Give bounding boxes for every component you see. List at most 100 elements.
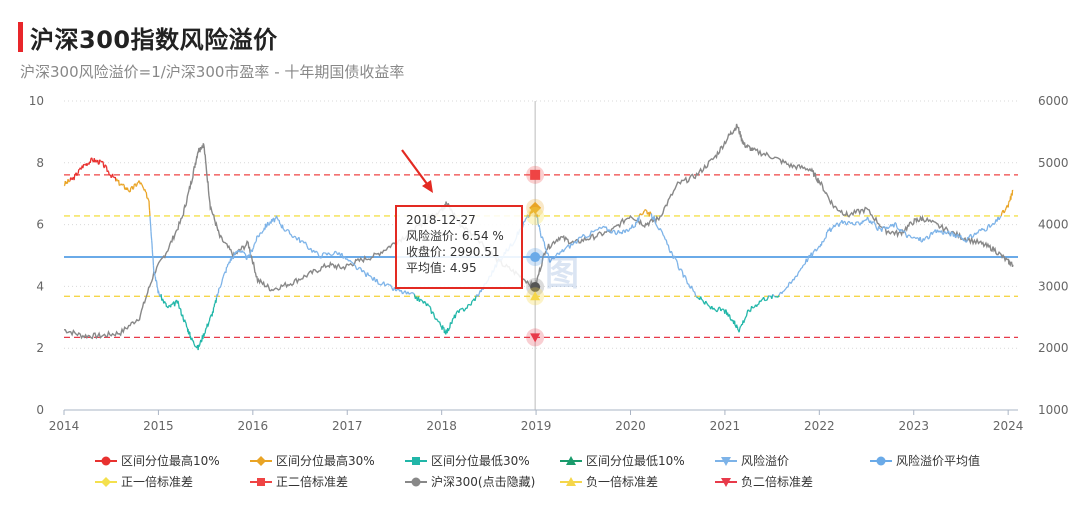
y-left-tick-label: 10 [29, 94, 44, 108]
risk-premium-segment [743, 320, 746, 323]
risk-premium-segment [523, 218, 527, 223]
risk-premium-segment [267, 221, 269, 225]
plus-1sd-halo [526, 206, 545, 225]
average-marker [530, 252, 541, 263]
risk-premium-segment [230, 257, 233, 261]
risk-premium-segment [834, 224, 837, 228]
risk-premium-segment [396, 288, 399, 291]
risk-premium-segment [451, 319, 454, 324]
risk-premium-segment [693, 291, 697, 296]
risk-premium-segment [348, 259, 351, 262]
risk-premium-segment [185, 323, 188, 328]
legend-item[interactable]: 负二倍标准差 [715, 473, 813, 490]
risk-premium-segment [801, 264, 804, 269]
risk-premium-segment [432, 311, 435, 314]
risk-premium-segment [676, 262, 680, 269]
risk-premium-segment [685, 279, 689, 285]
risk-premium-segment [642, 212, 644, 215]
y-left-tick-label: 0 [36, 403, 44, 417]
risk-premium-segment [947, 230, 951, 235]
tooltip-average: 平均值: 4.95 [406, 261, 477, 275]
risk-premium-segment [847, 220, 850, 223]
risk-premium-segment [874, 225, 878, 230]
risk-premium-segment [593, 229, 596, 232]
x-tick-label: 2023 [898, 419, 929, 433]
risk-premium-segment [440, 325, 443, 328]
risk-premium-segment [219, 286, 222, 289]
legend-item[interactable]: 区间分位最低30% [405, 452, 530, 469]
risk-premium-segment [924, 236, 927, 239]
legend-item[interactable]: 风险溢价 [715, 452, 789, 469]
legend-item[interactable]: 风险溢价平均值 [870, 452, 980, 469]
risk-premium-segment [477, 293, 480, 297]
risk-premium-segment [972, 234, 975, 238]
risk-premium-segment [460, 307, 463, 310]
circle-legend-icon [405, 477, 427, 486]
risk-premium-segment [304, 241, 308, 246]
legend-label: 区间分位最低10% [586, 454, 685, 468]
risk-premium-segment [71, 177, 74, 181]
circle-legend-icon [870, 456, 892, 465]
risk-premium-segment [436, 318, 439, 321]
x-tick-label: 2015 [143, 419, 174, 433]
risk-premium-segment [80, 168, 82, 170]
risk-premium-segment [848, 220, 851, 224]
risk-premium-segment [198, 344, 201, 347]
risk-premium-segment [746, 309, 749, 313]
y-left-tick-label: 8 [36, 156, 44, 170]
risk-premium-segment [296, 237, 299, 241]
triangle-down-legend-icon [715, 456, 737, 466]
risk-premium-segment [242, 251, 244, 253]
risk-premium-segment [251, 249, 254, 253]
risk-premium-segment [803, 263, 806, 266]
risk-premium-segment [410, 292, 413, 294]
risk-premium-segment [638, 213, 641, 216]
legend-item[interactable]: 正二倍标准差 [250, 473, 348, 490]
legend-item[interactable]: 负一倍标准差 [560, 473, 658, 490]
legend-item[interactable]: 正一倍标准差 [95, 473, 193, 490]
risk-premium-segment [599, 226, 602, 229]
legend-item[interactable]: 区间分位最高10% [95, 452, 220, 469]
risk-premium-segment [823, 238, 826, 242]
axes: 0 2 4 6 8 10 1000 2000 3000 4000 5000 6000 2014 2015 2… [29, 94, 1069, 433]
risk-premium-segment [135, 184, 138, 187]
risk-premium-segment [745, 315, 748, 318]
risk-premium-segment [259, 232, 261, 235]
legend-item[interactable]: 区间分位最高30% [250, 452, 375, 469]
risk-premium-segment [318, 255, 321, 259]
risk-premium-segment [821, 240, 824, 243]
risk-premium-segment [306, 245, 309, 250]
risk-premium-segment [239, 250, 242, 253]
legend-label: 正一倍标准差 [121, 475, 194, 489]
risk-premium-segment [542, 237, 545, 242]
legend-item[interactable]: 区间分位最低10% [560, 452, 685, 469]
risk-premium-segment [471, 299, 474, 302]
risk-premium-segment [717, 307, 720, 311]
risk-premium-segment [909, 235, 912, 238]
square-legend-icon [405, 456, 427, 465]
risk-premium-segment [812, 250, 815, 253]
risk-premium-segment [458, 308, 461, 313]
risk-premium-segment [285, 229, 288, 232]
risk-premium-segment [811, 251, 814, 257]
legend-label: 风险溢价平均值 [896, 454, 981, 468]
risk-premium-segment [878, 226, 881, 229]
risk-premium-segment [255, 235, 258, 242]
risk-premium-segment [901, 230, 904, 233]
risk-premium-segment [192, 340, 195, 344]
risk-premium-segment [329, 253, 332, 256]
risk-premium-segment [931, 231, 934, 235]
risk-premium-segment [707, 304, 710, 307]
risk-premium-segment [423, 300, 427, 303]
risk-premium-segment [161, 298, 164, 301]
y-left-tick-label: 2 [36, 341, 44, 355]
risk-premium-segment [793, 276, 796, 281]
risk-premium-segment [825, 237, 827, 239]
risk-premium-segment [275, 215, 278, 218]
risk-premium-segment [665, 239, 668, 245]
risk-premium-segment [463, 309, 466, 312]
legend-item[interactable]: 沪深300(点击隐藏) [405, 473, 535, 490]
risk-premium-segment [384, 284, 387, 287]
risk-premium-segment [316, 252, 320, 257]
